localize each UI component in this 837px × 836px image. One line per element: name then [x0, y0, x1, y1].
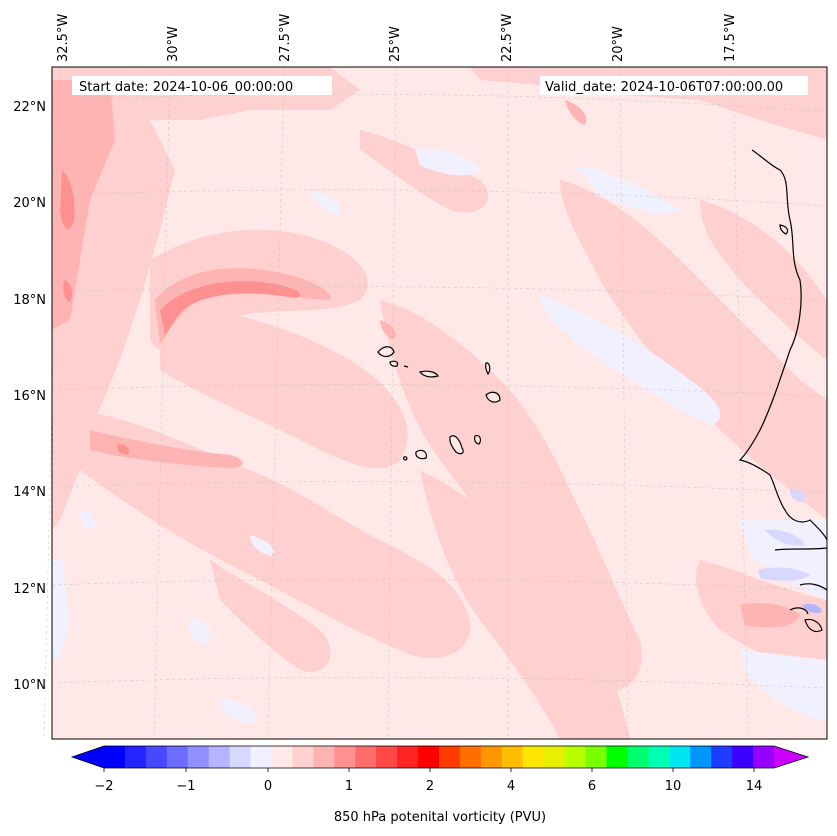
island-sao-nicolau: [418, 370, 439, 378]
colorbar-cell: [166, 746, 189, 768]
colorbar-cell: [564, 746, 587, 768]
colorbar-cell: [501, 746, 524, 768]
colorbar-cell: [459, 746, 482, 768]
colorbar-cell: [543, 746, 566, 768]
colorbar-cell: [648, 746, 670, 768]
coast-detail-3: [799, 583, 828, 591]
colorbar-cell: [355, 746, 377, 768]
valid-date-label: Valid_date: 2024-10-06T07:00:00.00: [545, 80, 783, 95]
colorbar-tick-label: 2: [426, 779, 434, 794]
island-maio: [474, 435, 481, 445]
colorbar-cell: [480, 746, 503, 768]
colorbar-cell: [250, 746, 272, 768]
pv-negative-regions: [52, 148, 827, 723]
lat-label-22n: 22°N: [13, 100, 46, 115]
longitude-labels: 32.5°W 30°W 27.5°W 25°W 22.5°W 20°W 17.5…: [56, 14, 738, 62]
colorbar: −2 −1 0 1 2 4 6 10 14 850 hPa potenital …: [70, 745, 810, 825]
lon-label-30w: 30°W: [166, 26, 181, 62]
lon-label-32-5w: 32.5°W: [56, 14, 71, 62]
graticule: [43, 66, 828, 740]
island-boa-vista: [485, 391, 501, 403]
colorbar-tick-label: 10: [665, 779, 682, 794]
island-brava: [403, 456, 408, 461]
latitude-labels: 22°N 20°N 18°N 16°N 14°N 12°N 10°N: [13, 100, 46, 693]
colorbar-tick-label: 6: [588, 779, 596, 794]
map-frame: [51, 66, 828, 740]
colorbar-cell: [753, 746, 775, 768]
colorbar-cell: [104, 746, 126, 768]
colorbar-tick-label: 1: [345, 779, 353, 794]
colorbar-cell: [522, 746, 545, 768]
colorbar-cell: [397, 746, 419, 768]
colorbar-cell: [124, 746, 147, 768]
lat-label-12n: 12°N: [13, 582, 46, 597]
lon-label-25w: 25°W: [388, 26, 403, 62]
island-sal: [485, 362, 491, 376]
colorbar-tick-label: −2: [94, 779, 113, 794]
colorbar-cell: [418, 746, 440, 768]
lon-label-27-5w: 27.5°W: [278, 14, 293, 62]
colorbar-cell: [711, 746, 733, 768]
colorbar-cell: [229, 746, 252, 768]
lat-label-14n: 14°N: [13, 485, 46, 500]
map-panel: Start date: 2024-10-06_00:00:00 Valid_da…: [43, 66, 828, 740]
island-santo-antao: [377, 346, 395, 358]
colorbar-cell: [208, 746, 231, 768]
colorbar-cell: [271, 746, 293, 768]
lon-label-22-5w: 22.5°W: [500, 14, 515, 62]
colorbar-cell: [690, 746, 712, 768]
lat-label-16n: 16°N: [13, 389, 46, 404]
island-santiago: [449, 435, 464, 455]
lat-label-20n: 20°N: [13, 196, 46, 211]
colorbar-cell: [732, 746, 754, 768]
colorbar-cells: [104, 746, 775, 768]
coast-detail-5: [789, 607, 809, 615]
colorbar-cell: [313, 746, 335, 768]
coast-detail-4: [804, 618, 823, 633]
coast-detail-1: [779, 224, 789, 235]
colorbar-cell: [292, 746, 314, 768]
colorbar-cell: [585, 746, 607, 768]
colorbar-tick-label: 14: [746, 779, 763, 794]
colorbar-cell: [669, 746, 691, 768]
island-fogo: [415, 449, 427, 460]
colorbar-cell: [334, 746, 356, 768]
colorbar-extend-low: [72, 746, 104, 768]
island-santa-luzia: [403, 365, 409, 368]
colorbar-extend-high: [774, 746, 808, 768]
coast-detail-2: [774, 547, 828, 551]
start-date-label: Start date: 2024-10-06_00:00:00: [79, 80, 293, 95]
coastlines: [738, 149, 828, 633]
pv-strong-pink-regions: [52, 80, 800, 628]
colorbar-tick-label: −1: [176, 779, 195, 794]
colorbar-cell: [376, 746, 398, 768]
cape-verde-islands: [377, 346, 501, 461]
island-sao-vicente: [389, 360, 399, 367]
lat-label-10n: 10°N: [13, 678, 46, 693]
colorbar-tick-label: 0: [264, 779, 272, 794]
lon-label-17-5w: 17.5°W: [723, 14, 738, 62]
colorbar-cell: [145, 746, 168, 768]
colorbar-cell: [439, 746, 461, 768]
start-date-box: [72, 76, 332, 95]
valid-date-box: [540, 76, 808, 95]
colorbar-cell: [187, 746, 210, 768]
colorbar-title: 850 hPa potenital vorticity (PVU): [334, 810, 546, 825]
lon-label-20w: 20°W: [611, 26, 626, 62]
colorbar-cell: [606, 746, 628, 768]
colorbar-tick-label: 4: [507, 779, 515, 794]
colorbar-ticks: −2 −1 0 1 2 4 6 10 14: [94, 768, 762, 794]
africa-coastline: [738, 149, 828, 541]
lat-label-18n: 18°N: [13, 293, 46, 308]
colorbar-cell: [627, 746, 649, 768]
